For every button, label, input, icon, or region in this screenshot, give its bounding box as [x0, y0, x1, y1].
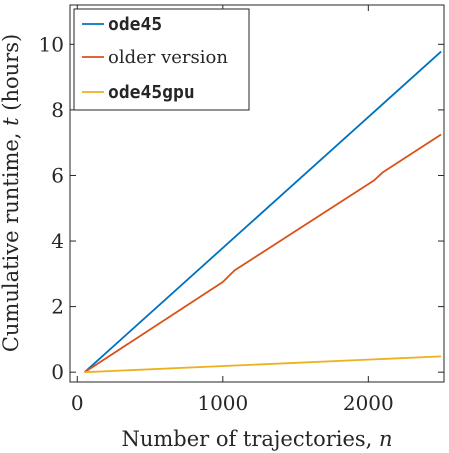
legend-label-ode45: ode45 [108, 14, 162, 35]
y-axis-ticks: 0 2 4 6 8 10 [39, 32, 444, 384]
legend-box [73, 8, 250, 111]
y-tick-label: 10 [39, 32, 64, 56]
legend-label-older-version: older version [108, 47, 228, 68]
y-tick-label: 4 [51, 229, 64, 253]
series-line-older-version [84, 133, 442, 373]
y-axis-label-text: Cumulative runtime, [0, 126, 23, 352]
x-axis-ticks: 0 1000 2000 [71, 5, 394, 415]
x-tick-label: 0 [71, 391, 84, 415]
x-axis-label-text: Number of trajectories, [121, 427, 379, 451]
x-axis-label-var: n [379, 427, 393, 451]
x-tick-label: 2000 [343, 391, 394, 415]
y-tick-label: 0 [51, 360, 64, 384]
y-axis-label-suffix: (hours) [0, 34, 23, 118]
legend: ode45 older version ode45gpu [73, 8, 250, 111]
series-line-ode45gpu [84, 355, 442, 374]
series-line-ode45 [83, 50, 442, 373]
y-axis-label: Cumulative runtime, t (hours) [0, 34, 23, 352]
x-tick-label: 1000 [197, 391, 248, 415]
y-tick-label: 2 [51, 295, 64, 319]
legend-label-ode45gpu: ode45gpu [108, 82, 195, 103]
y-axis-label-var: t [0, 117, 23, 126]
x-axis-label: Number of trajectories, n [121, 427, 392, 451]
y-tick-label: 6 [51, 163, 64, 187]
y-tick-label: 8 [51, 98, 64, 122]
series-lines [83, 50, 442, 374]
